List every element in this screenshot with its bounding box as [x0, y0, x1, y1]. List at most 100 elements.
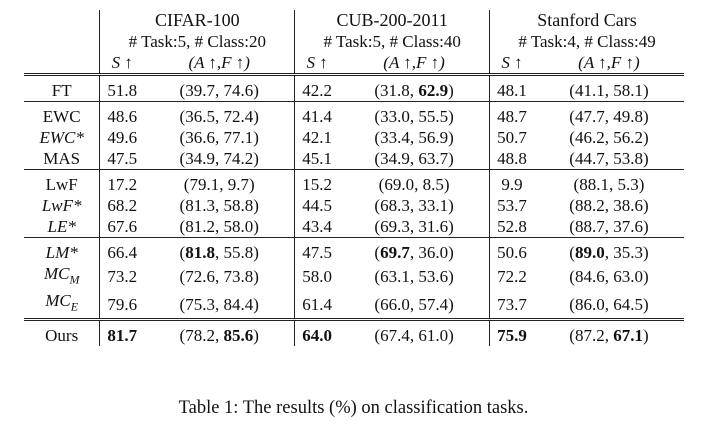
method-name-subscript: M: [69, 272, 80, 287]
score-s-bold: 81.7: [107, 325, 138, 345]
accuracy-forgetting-cell: (84.6, 63.0): [534, 263, 684, 290]
accuracy-forgetting-cell: (72.6, 73.8): [144, 263, 295, 290]
accuracy-forgetting-cell: (67.4, 61.0): [339, 317, 490, 346]
metric-header-s: S ↑: [99, 52, 145, 75]
af-text-pre: (86.0, 64.5): [569, 294, 649, 314]
score-s-cell: 64.0: [294, 317, 340, 346]
method-row: FT 51.8 (39.7, 74.6) 42.2 (31.8, 62.9) 48.1 (4…: [24, 73, 684, 102]
dataset-name: CUB-200-2011: [336, 10, 448, 30]
accuracy-forgetting-cell: (63.1, 53.6): [339, 263, 490, 290]
af-text-pre: (69.3, 31.6): [374, 217, 454, 236]
score-s-cell: 67.6: [99, 216, 145, 238]
af-text-bold: 89.0: [574, 243, 605, 262]
score-s-cell: 15.2: [294, 169, 340, 195]
method-name-base: MC: [43, 264, 70, 283]
score-s-cell: 48.6: [99, 101, 145, 127]
dataset-name-header: CIFAR-100: [99, 10, 295, 31]
score-s-cell: 81.7: [99, 317, 145, 346]
score-s-bold: 75.9: [497, 325, 527, 345]
af-text-pre: (72.6, 73.8): [179, 267, 259, 287]
accuracy-forgetting-cell: (33.4, 56.9): [339, 127, 490, 148]
score-s-cell: 47.5: [99, 148, 145, 170]
af-text-pre: (33.0, 55.5): [374, 107, 454, 126]
af-text-pre: (: [569, 243, 575, 262]
score-s-cell: 75.9: [489, 317, 534, 346]
af-text-post: , 36.0): [409, 243, 454, 262]
score-s-cell: 68.2: [99, 195, 145, 216]
af-text-bold: 81.8: [185, 243, 215, 262]
metric-header-s: S ↑: [294, 52, 340, 75]
af-text-pre: (78.2,: [179, 325, 224, 345]
dataset-name: Stanford Cars: [537, 10, 637, 30]
af-text-pre: (41.1, 58.1): [569, 81, 649, 100]
af-text-bold: 62.9: [418, 81, 449, 100]
af-text-post: , 35.3): [604, 243, 649, 262]
dataset-setting-header: # Task:4, # Class:49: [489, 31, 684, 52]
method-row: EWC 48.6 (36.5, 72.4) 41.4 (33.0, 55.5) 48.7 (…: [24, 101, 684, 127]
accuracy-forgetting-cell: (34.9, 74.2): [144, 148, 295, 170]
af-text-bold: 69.7: [380, 243, 410, 262]
results-table: CIFAR-100 CUB-200-2011 Stanford Cars # Task…: [24, 10, 684, 346]
method-row: EWC* 49.6 (36.6, 77.1) 42.1 (33.4, 56.9) 50.7…: [24, 127, 684, 148]
dataset-name: CIFAR-100: [154, 10, 240, 30]
method-name: LM*: [24, 237, 100, 263]
af-text-pre: (88.1, 5.3): [573, 175, 645, 194]
method-name: LwF: [24, 169, 100, 195]
dataset-setting-header: # Task:5, # Class:20: [99, 31, 295, 52]
method-name: MAS: [43, 149, 81, 168]
af-text-pre: (87.2,: [569, 325, 614, 345]
accuracy-forgetting-cell: (88.1, 5.3): [533, 169, 684, 195]
method-name: Ours: [24, 317, 100, 346]
method-row: MAS 47.5 (34.9, 74.2) 45.1 (34.9, 63.7) 48.8 (…: [24, 148, 684, 170]
metric-header-af: (A ↑,F ↑): [383, 53, 445, 72]
accuracy-forgetting-cell: (69.7, 36.0): [339, 237, 490, 263]
af-text-pre: (47.7, 49.8): [569, 107, 649, 126]
score-s-cell: 72.2: [489, 263, 534, 291]
method-name: FT: [24, 73, 100, 102]
method-name-subscript: E: [70, 299, 79, 314]
method-row: Ours 81.7 (78.2, 85.6) 64.0 (67.4, 61.0) 75.9…: [24, 317, 684, 346]
score-s-cell: 73.2: [99, 263, 145, 291]
method-name: EWC*: [39, 128, 84, 147]
accuracy-forgetting-cell: (78.2, 85.6): [144, 317, 295, 346]
method-row: LwF* 68.2 (81.3, 58.8) 44.5 (68.3, 33.1) 53.7…: [24, 195, 684, 216]
af-text-pre: (66.0, 57.4): [374, 294, 454, 314]
accuracy-forgetting-cell: (36.5, 72.4): [144, 101, 295, 127]
header-corner-cell: [24, 31, 100, 52]
score-s-cell: 42.2: [294, 73, 340, 102]
accuracy-forgetting-cell: (69.3, 31.6): [339, 216, 490, 238]
af-text-pre: (46.2, 56.2): [569, 128, 649, 147]
accuracy-forgetting-cell: (68.3, 33.1): [339, 195, 490, 216]
method-row: LM* 66.4 (81.8, 55.8) 47.5 (69.7, 36.0) 50.6(…: [24, 237, 684, 263]
score-s-cell: 50.7: [489, 127, 534, 148]
score-s-cell: 61.4: [294, 290, 340, 320]
af-text-pre: (31.8,: [374, 81, 419, 100]
method-row: LE* 67.6 (81.2, 58.0) 43.4 (69.3, 31.6) 52.8 (…: [24, 216, 684, 238]
dataset-name-header: CUB-200-2011: [294, 10, 490, 31]
method-name: LwF*: [41, 196, 82, 215]
score-s-cell: 42.1: [294, 127, 340, 148]
accuracy-forgetting-cell: (88.2, 38.6): [534, 195, 684, 216]
accuracy-forgetting-cell: (87.2, 67.1): [533, 317, 684, 346]
af-text-pre: (44.7, 53.8): [569, 149, 649, 168]
af-text-post: , 55.8): [214, 243, 259, 262]
score-s-cell: 66.4: [99, 237, 145, 263]
af-text-pre: (34.9, 63.7): [374, 149, 454, 168]
af-text-pre: (68.3, 33.1): [374, 196, 454, 215]
header-row-metrics: S ↑ (A ↑,F ↑) S ↑ (A ↑,F ↑) S ↑ (A ↑,F ↑): [24, 52, 684, 75]
af-text-pre: (75.3, 84.4): [179, 294, 259, 314]
score-s-cell: 48.7: [489, 101, 534, 127]
header-corner-cell: [24, 10, 100, 31]
accuracy-forgetting-cell: (75.3, 84.4): [144, 290, 295, 319]
af-text-pre: (: [179, 243, 186, 262]
af-text-pre: (36.6, 77.1): [179, 128, 259, 147]
header-row-settings: # Task:5, # Class:20 # Task:5, # Class:40…: [24, 31, 684, 52]
score-s-cell: 48.1: [489, 73, 534, 102]
metric-header-s: S ↑: [489, 52, 534, 75]
accuracy-forgetting-cell: (81.2, 58.0): [144, 216, 295, 238]
accuracy-forgetting-cell: (36.6, 77.1): [144, 127, 295, 148]
method-row: LwF 17.2 (79.1, 9.7) 15.2 (69.0, 8.5) 9.9 (88.…: [24, 169, 684, 195]
accuracy-forgetting-cell: (88.7, 37.6): [534, 216, 684, 238]
table-caption: Table 1: The results (%) on classificati…: [178, 398, 529, 418]
metric-header-af: (A ↑,F ↑): [188, 53, 250, 72]
